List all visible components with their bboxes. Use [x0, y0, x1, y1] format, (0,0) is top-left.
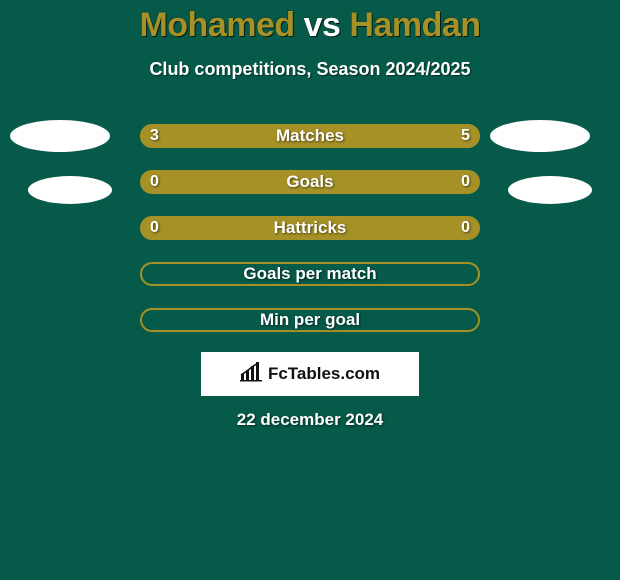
title-vs: vs [304, 6, 341, 44]
stat-row: Hattricks0 0 [140, 216, 480, 240]
stat-label: Hattricks [140, 216, 480, 240]
stat-label: Goals [140, 170, 480, 194]
stat-value-right: 0 [461, 216, 470, 240]
stat-row: Goals per match [140, 262, 480, 286]
page-title: Mohamed vs Hamdan [0, 0, 620, 45]
stat-value-right: 0 [461, 170, 470, 194]
brand-text: FcTables.com [268, 364, 380, 384]
stat-row: Matches35 [140, 124, 480, 148]
accent-dot [10, 120, 110, 152]
stat-label: Goals per match [140, 262, 480, 286]
stat-value-left: 0 [150, 216, 159, 240]
bar-fill-right [268, 124, 481, 148]
title-player1: Mohamed [139, 6, 294, 44]
stat-value-left: 0 [150, 170, 159, 194]
subtitle: Club competitions, Season 2024/2025 [0, 59, 620, 80]
title-player2: Hamdan [349, 6, 480, 44]
accent-dot [508, 176, 592, 204]
bar-chart-icon [240, 362, 262, 387]
brand-box: FcTables.com [201, 352, 419, 396]
comparison-bars: Matches35Goals00Hattricks00Goals per mat… [0, 124, 620, 332]
date-text: 22 december 2024 [0, 410, 620, 430]
stat-label: Min per goal [140, 308, 480, 332]
stat-row: Goals0 0 [140, 170, 480, 194]
stat-row: Min per goal [140, 308, 480, 332]
accent-dot [28, 176, 112, 204]
infographic-canvas: Mohamed vs Hamdan Club competitions, Sea… [0, 0, 620, 580]
bar-fill-left [140, 124, 268, 148]
accent-dot [490, 120, 590, 152]
